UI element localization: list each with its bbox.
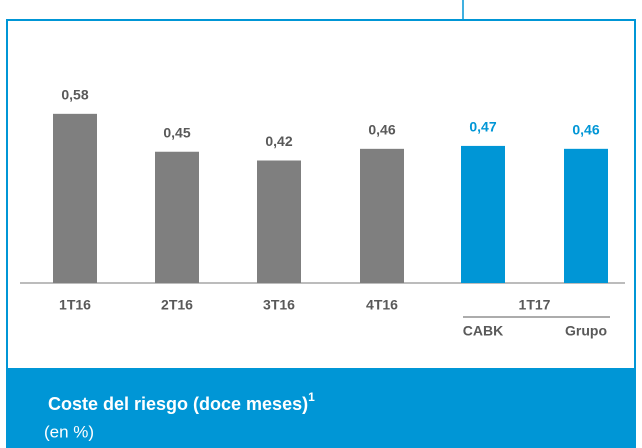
bar (564, 148, 608, 283)
x-tick-label: 3T16 (263, 297, 295, 313)
bar (155, 151, 199, 283)
title-note: 1 (308, 390, 315, 404)
value-label: 0,47 (469, 119, 496, 135)
chart-title: Coste del riesgo (doce meses) (48, 394, 308, 414)
bar (53, 113, 97, 283)
chart-subtitle: (en %) (44, 422, 94, 441)
value-label: 0,46 (572, 122, 599, 138)
x-tick-label: Grupo (565, 323, 607, 339)
value-label: 0,58 (61, 87, 88, 103)
group-label: 1T17 (519, 297, 551, 313)
bar (257, 160, 301, 283)
value-label: 0,45 (163, 124, 190, 140)
value-label: 0,42 (265, 133, 292, 149)
x-tick-label: 1T16 (59, 297, 91, 313)
value-label: 0,46 (368, 122, 395, 138)
footer-box (7, 368, 635, 448)
bar (360, 148, 404, 283)
x-tick-label: CABK (463, 323, 503, 339)
title-text: Coste del riesgo (doce meses)1 (48, 390, 315, 414)
frame (6, 19, 636, 448)
x-tick-label: 2T16 (161, 297, 193, 313)
bar (461, 145, 505, 283)
x-tick-label: 4T16 (366, 297, 398, 313)
